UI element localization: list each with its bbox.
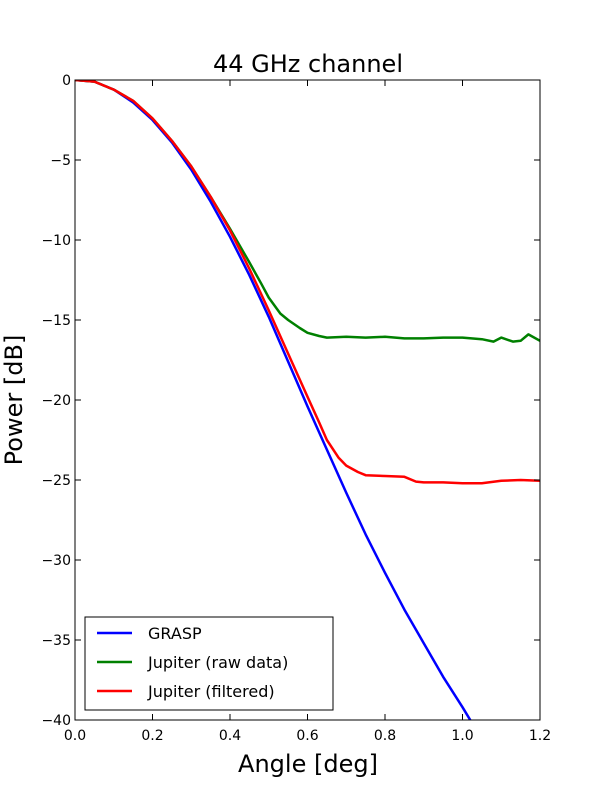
legend-label-3: Jupiter (filtered) <box>147 682 275 701</box>
y-tick-label: −15 <box>41 313 71 329</box>
legend-label-1: GRASP <box>148 624 202 643</box>
series-layer <box>75 80 540 720</box>
legend-entries: GRASP Jupiter (raw data) Jupiter (filtered… <box>97 624 288 701</box>
x-tick-label: 0.2 <box>141 728 163 744</box>
y-tick-label: −5 <box>50 153 71 169</box>
chart-title: 44 GHz channel <box>213 50 403 78</box>
x-tick-label: 0.0 <box>64 728 86 744</box>
plot-area <box>75 80 540 720</box>
legend: GRASP Jupiter (raw data) Jupiter (filtered… <box>84 616 334 711</box>
series-line-3 <box>75 80 540 485</box>
x-tick-label: 1.0 <box>451 728 473 744</box>
x-axis-label: Angle [deg] <box>238 750 378 778</box>
y-axis-ticks: 0 −5 −10 −15 −20 −25 −30 −35 −40 <box>41 73 540 729</box>
x-axis-ticks: 0.0 0.2 0.4 0.6 0.8 1.0 1.2 <box>64 80 551 744</box>
y-tick-label: −10 <box>41 233 71 249</box>
legend-label-2: Jupiter (raw data) <box>147 653 288 672</box>
y-tick-label: −25 <box>41 473 71 489</box>
x-tick-label: 0.8 <box>374 728 396 744</box>
y-tick-label: −20 <box>41 393 71 409</box>
x-tick-label: 1.2 <box>529 728 551 744</box>
y-axis-label: Power [dB] <box>0 335 28 466</box>
y-tick-label: 0 <box>62 73 71 89</box>
y-tick-label: −35 <box>41 633 71 649</box>
y-tick-label: −30 <box>41 553 71 569</box>
x-tick-label: 0.4 <box>219 728 241 744</box>
y-tick-label: −40 <box>41 713 71 729</box>
x-tick-label: 0.6 <box>296 728 318 744</box>
